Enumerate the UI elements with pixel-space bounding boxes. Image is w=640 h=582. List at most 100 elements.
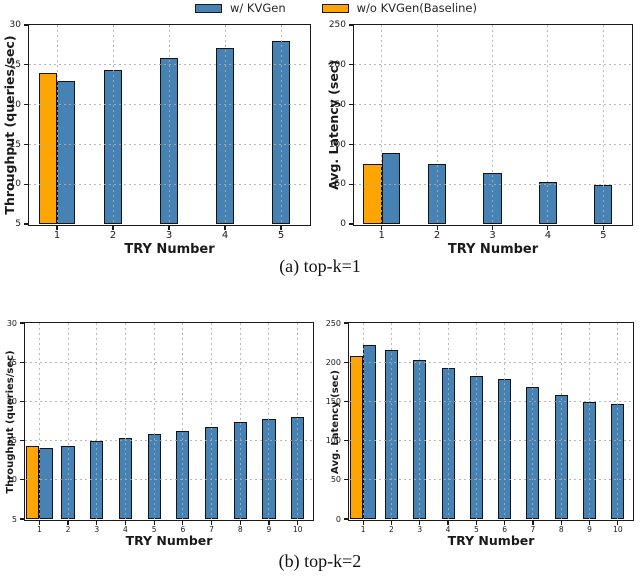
x-tick-mark — [168, 225, 170, 230]
bar-main-try1 — [363, 344, 377, 519]
y-tick-label: 200 — [328, 60, 346, 71]
gridline-vertical — [532, 323, 534, 519]
x-tick-label: 7 — [530, 525, 536, 534]
y-tick-mark — [23, 223, 28, 225]
x-tick-mark — [112, 225, 114, 230]
x-tick-mark — [419, 520, 421, 525]
x-tick-label: 8 — [558, 525, 564, 534]
y-axis-label: Throughput (queries/sec) — [2, 35, 17, 215]
y-tick-label: 50 — [334, 179, 346, 190]
y-tick-mark — [348, 183, 353, 185]
y-tick-label: 30 — [6, 318, 17, 328]
y-tick-label: 25 — [9, 60, 21, 71]
y-tick-label: 150 — [328, 99, 346, 110]
x-tick-mark — [96, 520, 98, 525]
legend-item-kvgen: w/ KVGen — [194, 1, 286, 15]
x-axis-label: TRY Number — [447, 242, 539, 257]
gridline-vertical — [280, 25, 282, 224]
x-tick-label: 1 — [36, 525, 42, 534]
gridline-vertical — [436, 25, 438, 224]
y-tick-mark — [343, 400, 348, 402]
bar-baseline-try1 — [350, 355, 364, 519]
gridline-vertical — [124, 323, 126, 519]
gridline-vertical — [297, 323, 299, 519]
plot-area: 0 50 100 150 200 250 1 2 3 4 5 — [329, 21, 633, 241]
x-tick-label: 2 — [65, 525, 71, 534]
y-tick-label: 250 — [325, 318, 341, 328]
x-tick-label: 1 — [378, 230, 385, 241]
gridline-horizontal — [349, 400, 632, 402]
bar-main-try1 — [381, 153, 400, 224]
gridline-horizontal — [25, 400, 312, 402]
y-tick-mark — [343, 440, 348, 442]
x-tick-label: 3 — [165, 230, 173, 241]
legend-swatch-blue-icon — [194, 3, 222, 13]
plot-area: 5 10 15 20 25 30 1 2 3 4 5 6 7 8 9 10 — [7, 319, 314, 533]
x-tick-mark — [67, 520, 69, 525]
x-tick-mark — [475, 520, 477, 525]
y-tick-mark — [19, 479, 24, 481]
x-tick-mark — [532, 520, 534, 525]
gridline-horizontal — [349, 440, 632, 442]
y-tick-mark — [19, 440, 24, 442]
y-tick-label: 0 — [335, 514, 341, 524]
x-tick-mark — [362, 520, 364, 525]
chart-legend: w/ KVGen w/o KVGen(Baseline) — [16, 1, 640, 15]
gridline-vertical — [602, 25, 604, 224]
gridline-vertical — [560, 323, 562, 519]
y-tick-label: 100 — [328, 139, 346, 150]
x-tick-mark — [381, 225, 383, 230]
x-tick-label: 8 — [237, 525, 243, 534]
y-tick-mark — [23, 64, 28, 66]
x-tick-mark — [210, 520, 213, 525]
y-tick-label: 10 — [6, 475, 17, 485]
x-tick-label: 9 — [587, 525, 592, 534]
gridline-vertical — [589, 323, 591, 519]
y-tick-mark — [19, 361, 24, 363]
x-tick-label: 3 — [94, 525, 100, 534]
x-tick-mark — [560, 520, 562, 525]
x-tick-label: 4 — [123, 525, 128, 534]
gridline-vertical — [362, 323, 364, 519]
x-tick-mark — [224, 225, 226, 230]
y-tick-label: 20 — [9, 99, 21, 110]
x-tick-label: 2 — [433, 230, 441, 241]
y-tick-mark — [343, 322, 348, 324]
gridline-vertical — [153, 323, 155, 519]
x-tick-label: 2 — [109, 230, 117, 241]
y-tick-label: 20 — [6, 397, 17, 407]
y-tick-label: 200 — [325, 357, 341, 367]
plot-area: 0 50 100 150 200 250 1 2 3 4 5 6 7 8 9 10 — [326, 319, 634, 533]
y-tick-label: 15 — [9, 139, 21, 150]
x-tick-label: 5 — [151, 525, 157, 534]
y-tick-label: 150 — [325, 397, 341, 407]
legend-label: w/ KVGen — [229, 1, 286, 15]
gridline-vertical — [390, 323, 392, 519]
y-tick-label: 100 — [325, 436, 341, 446]
x-tick-mark — [124, 520, 127, 525]
x-tick-mark — [447, 520, 449, 525]
gridline-vertical — [504, 323, 506, 519]
x-tick-label: 3 — [417, 525, 423, 534]
y-tick-label: 0 — [340, 219, 346, 230]
x-tick-label: 7 — [209, 525, 214, 534]
bar-baseline-try1 — [38, 72, 57, 224]
y-tick-mark — [23, 183, 28, 185]
gridline-vertical — [182, 323, 184, 519]
y-tick-mark — [348, 64, 353, 66]
x-axis-label: TRY Number — [125, 533, 213, 548]
x-axis-label: TRY Number — [447, 533, 535, 548]
y-tick-mark — [348, 143, 353, 145]
y-tick-label: 30 — [9, 20, 21, 31]
x-tick-mark — [297, 520, 299, 525]
gridline-vertical — [447, 323, 449, 519]
gridline-vertical — [547, 25, 549, 224]
bar-baseline-try1 — [363, 163, 382, 224]
x-tick-label: 4 — [221, 230, 229, 241]
bar-baseline-try1 — [26, 446, 40, 519]
x-tick-mark — [588, 520, 591, 525]
x-tick-label: 2 — [389, 525, 394, 534]
y-tick-label: 5 — [11, 514, 17, 524]
gridline-vertical — [239, 323, 241, 519]
